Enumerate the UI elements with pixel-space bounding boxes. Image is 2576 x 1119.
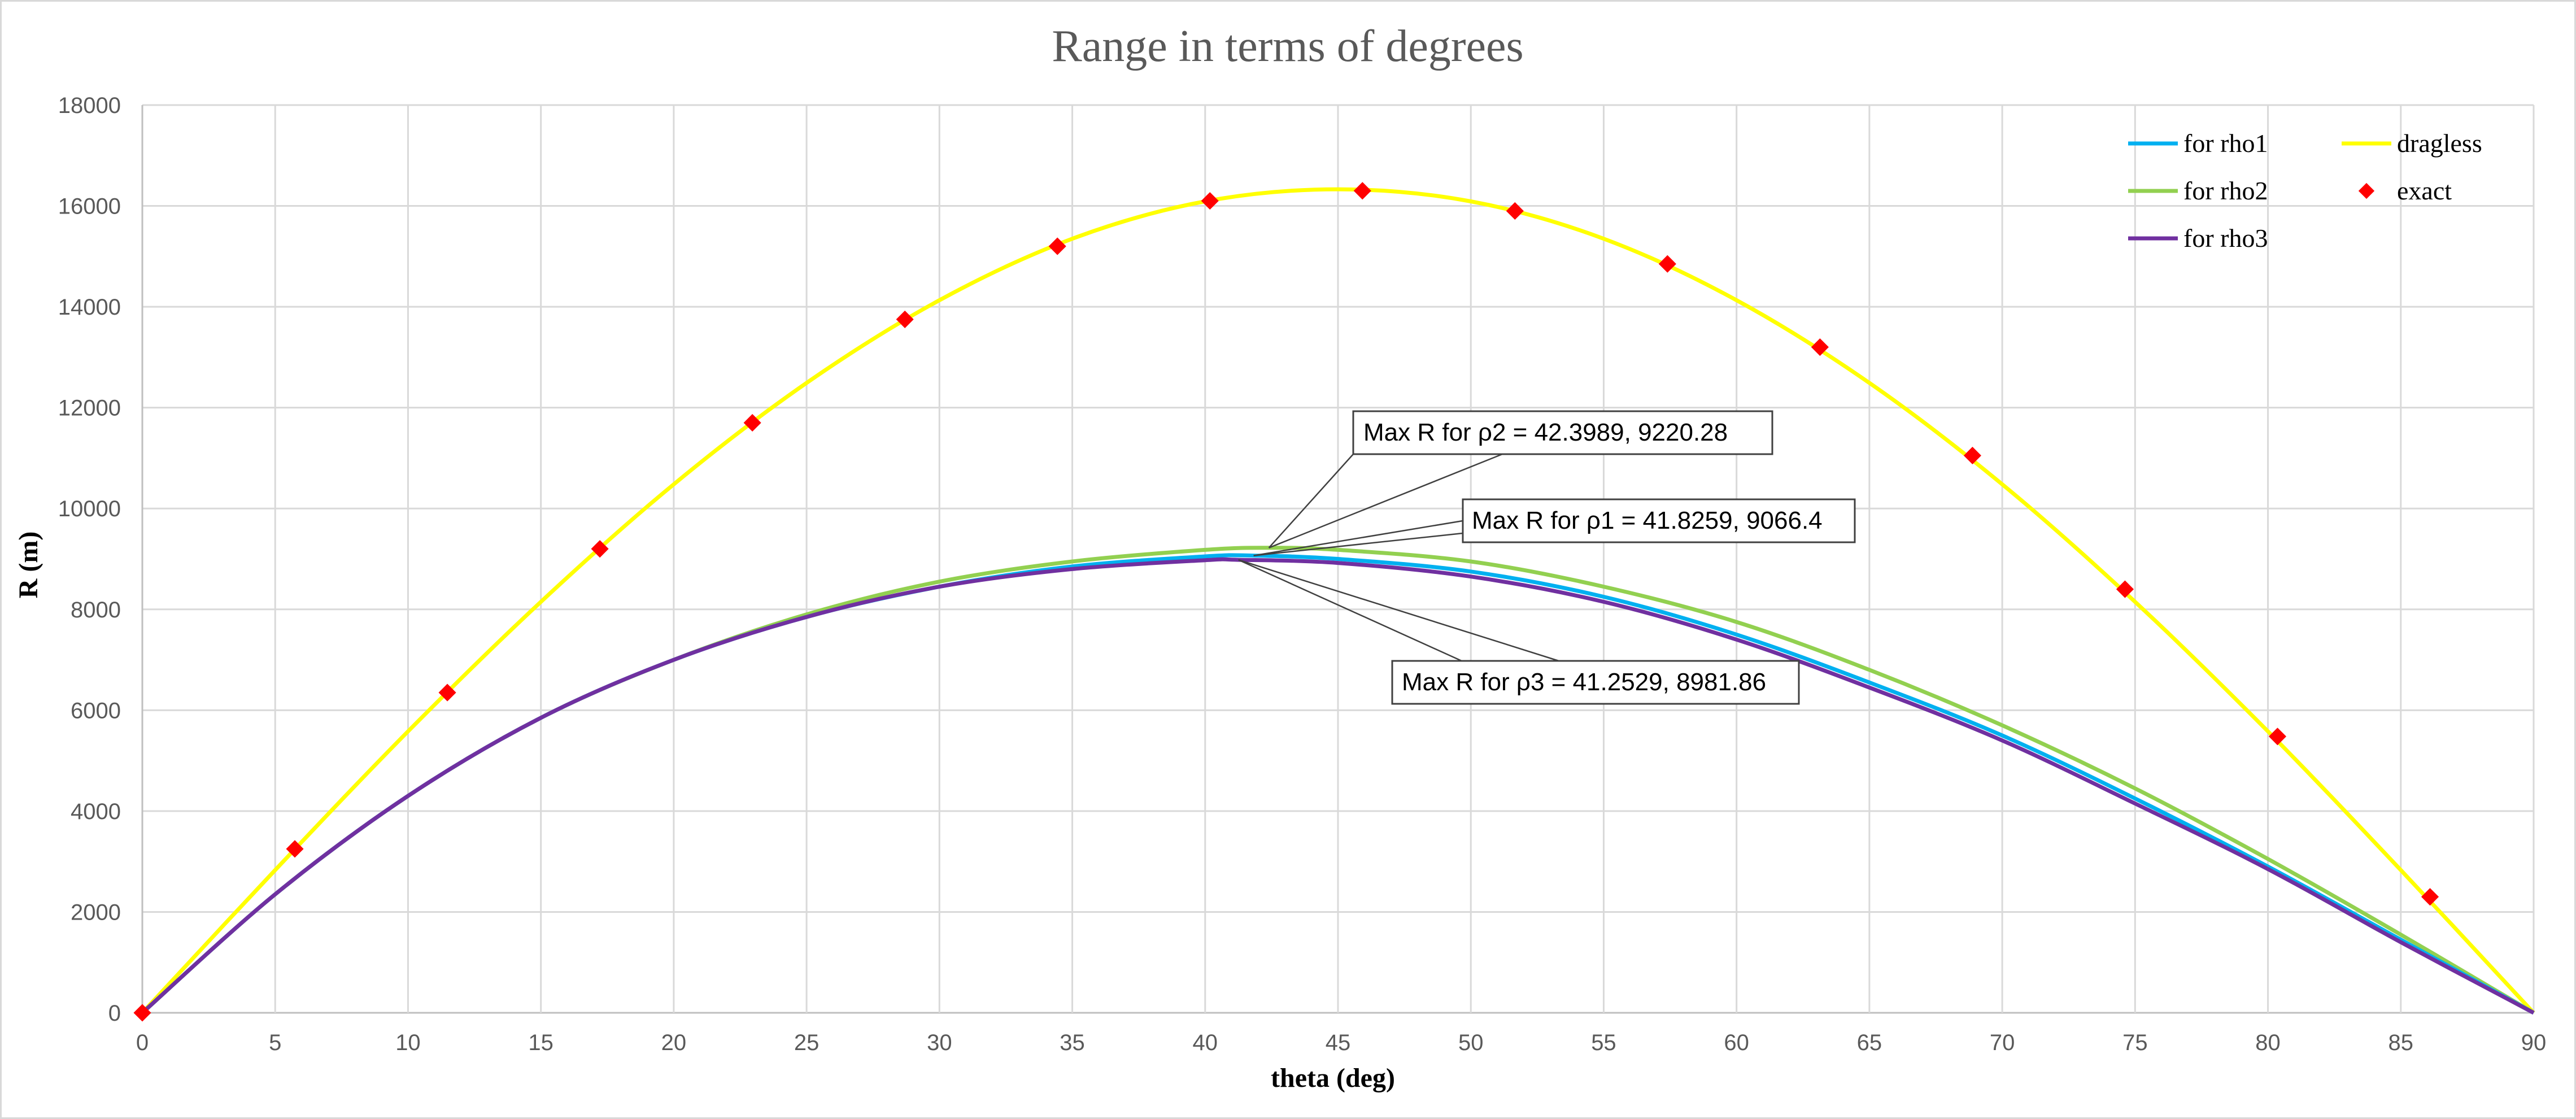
callout-leader-line xyxy=(1253,532,1463,556)
x-tick-label: 20 xyxy=(661,1030,687,1055)
legend: for rho1 for rho2 for rho3 dragless exact xyxy=(2128,129,2482,252)
x-axis-label: theta (deg) xyxy=(1271,1063,1395,1093)
callout-leader-line xyxy=(1269,453,1503,548)
y-axis-ticks: 0 2000 4000 6000 8000 10000 12000 14000 16000 180… xyxy=(58,93,121,1026)
x-tick-label: 80 xyxy=(2255,1030,2281,1055)
y-axis-label: R (m) xyxy=(14,532,43,599)
exact-marker xyxy=(1506,202,1524,220)
legend-label-for-rho1: for rho1 xyxy=(2183,129,2268,158)
legend-label-dragless: dragless xyxy=(2397,129,2482,158)
exact-marker xyxy=(1353,182,1371,200)
x-tick-label: 5 xyxy=(269,1030,281,1055)
y-tick-label: 18000 xyxy=(58,93,121,118)
x-tick-label: 25 xyxy=(794,1030,820,1055)
exact-marker xyxy=(1048,237,1066,255)
callout-box xyxy=(1462,498,1856,543)
x-tick-label: 55 xyxy=(1591,1030,1616,1055)
series-layer xyxy=(133,182,2535,1022)
callout-label: Max R for ρ3 = 41.2529, 8981.86 xyxy=(1402,668,1766,696)
x-tick-label: 15 xyxy=(528,1030,553,1055)
callout-leader-line xyxy=(1238,559,1462,662)
exact-marker xyxy=(2116,580,2134,598)
series-line-dragless xyxy=(141,187,2535,1014)
y-tick-label: 10000 xyxy=(58,497,121,521)
x-tick-label: 65 xyxy=(1857,1030,1882,1055)
callout-leader-line xyxy=(1238,559,1559,662)
legend-label-for-rho2: for rho2 xyxy=(2183,176,2268,205)
exact-marker xyxy=(1963,446,1981,465)
exact-marker xyxy=(1201,192,1219,210)
exact-marker xyxy=(1658,255,1676,273)
y-tick-label: 0 xyxy=(108,1001,121,1026)
x-tick-label: 50 xyxy=(1458,1030,1484,1055)
y-tick-label: 12000 xyxy=(58,396,121,421)
x-tick-label: 70 xyxy=(1990,1030,2015,1055)
series-line-for-rho3 xyxy=(141,557,2535,1015)
annotations: Max R for ρ2 = 42.3989, 9220.28 Max R for… xyxy=(1238,410,1856,705)
legend-label-for-rho3: for rho3 xyxy=(2183,224,2268,252)
callout-box xyxy=(1391,660,1800,705)
x-tick-label: 45 xyxy=(1326,1030,1351,1055)
x-tick-label: 0 xyxy=(136,1030,149,1055)
x-tick-label: 75 xyxy=(2122,1030,2148,1055)
x-tick-label: 30 xyxy=(927,1030,952,1055)
exact-marker xyxy=(2268,728,2287,746)
exact-marker xyxy=(1811,338,1829,356)
y-tick-label: 14000 xyxy=(58,295,121,320)
callout-box xyxy=(1352,410,1773,455)
chart-title: Range in terms of degrees xyxy=(1052,21,1523,71)
x-tick-label: 40 xyxy=(1193,1030,1218,1055)
y-tick-label: 4000 xyxy=(71,799,121,824)
y-tick-label: 2000 xyxy=(71,900,121,925)
callout-label: Max R for ρ2 = 42.3989, 9220.28 xyxy=(1363,419,1728,446)
callout-leader-line xyxy=(1253,520,1463,556)
callout-label: Max R for ρ1 = 41.8259, 9066.4 xyxy=(1472,507,1823,534)
x-axis-ticks: 0 5 10 15 20 25 30 35 40 45 50 55 60 65 70 75 80 85 90 xyxy=(136,1030,2546,1055)
legend-label-exact: exact xyxy=(2397,176,2452,205)
y-tick-label: 8000 xyxy=(71,598,121,622)
x-tick-label: 60 xyxy=(1724,1030,1749,1055)
x-tick-label: 85 xyxy=(2388,1030,2414,1055)
x-tick-label: 35 xyxy=(1060,1030,1085,1055)
x-tick-label: 90 xyxy=(2521,1030,2547,1055)
y-tick-label: 6000 xyxy=(71,698,121,723)
y-tick-label: 16000 xyxy=(58,194,121,219)
x-tick-label: 10 xyxy=(395,1030,421,1055)
callout-leader-line xyxy=(1268,454,1354,548)
